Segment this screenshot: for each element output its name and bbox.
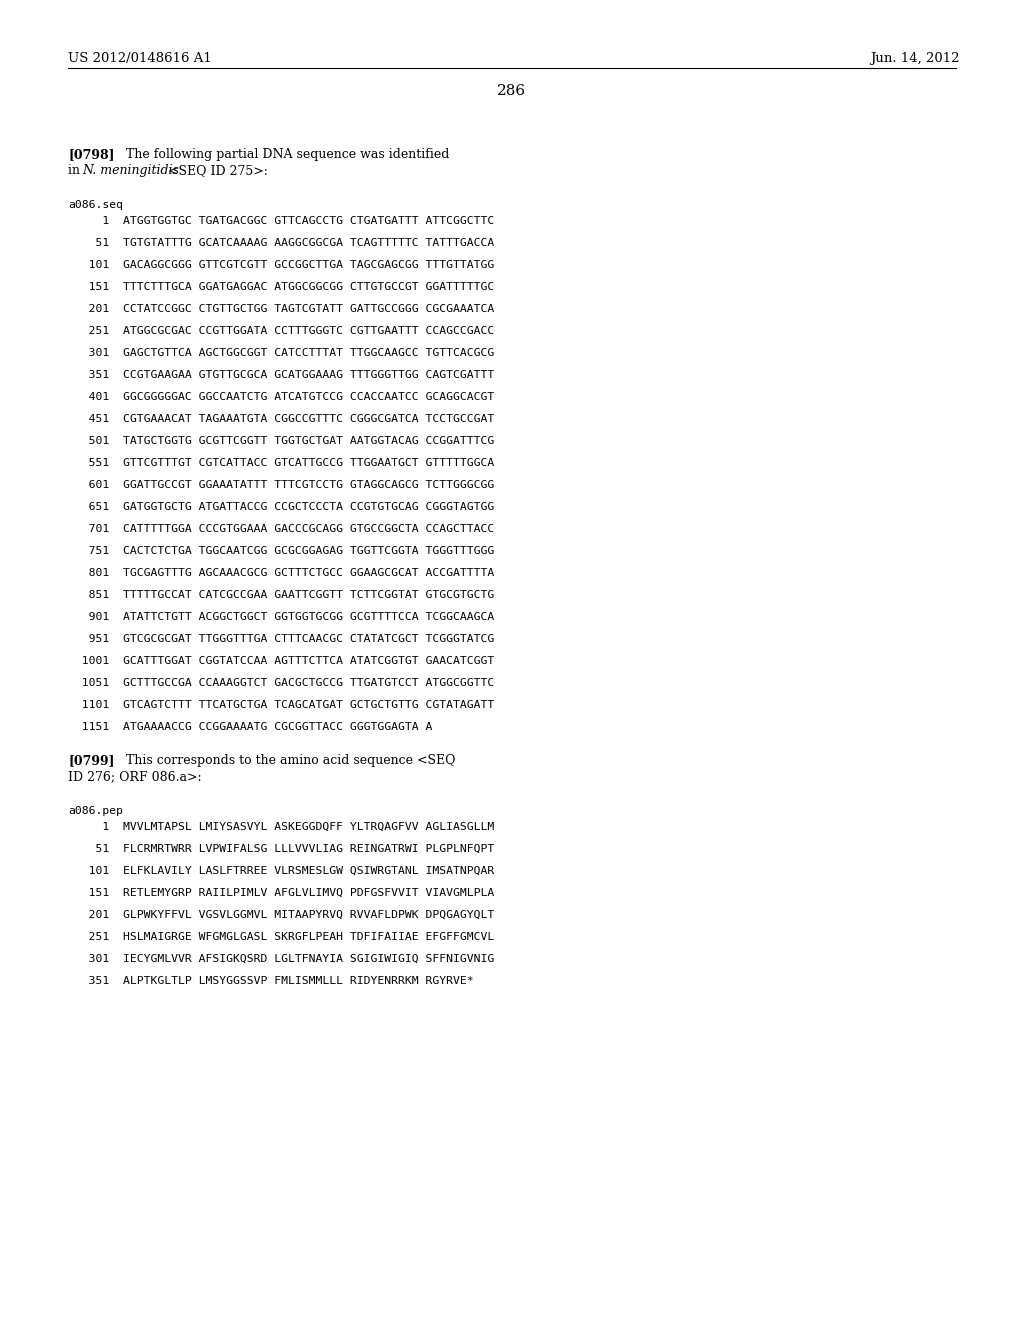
Text: 651  GATGGTGCTG ATGATTACCG CCGCTCCCTA CCGTGTGCAG CGGGTAGTGG: 651 GATGGTGCTG ATGATTACCG CCGCTCCCTA CCG…	[68, 502, 495, 512]
Text: 701  CATTTTTGGA CCCGTGGAAA GACCCGCAGG GTGCCGGCTA CCAGCTTACC: 701 CATTTTTGGA CCCGTGGAAA GACCCGCAGG GTG…	[68, 524, 495, 535]
Text: 951  GTCGCGCGAT TTGGGTTTGA CTTTCAACGC CTATATCGCT TCGGGTATCG: 951 GTCGCGCGAT TTGGGTTTGA CTTTCAACGC CTA…	[68, 634, 495, 644]
Text: 151  TTTCTTTGCA GGATGAGGAC ATGGCGGCGG CTTGTGCCGT GGATTTTTGC: 151 TTTCTTTGCA GGATGAGGAC ATGGCGGCGG CTT…	[68, 282, 495, 292]
Text: N. meningitidis: N. meningitidis	[82, 164, 179, 177]
Text: 301  IECYGMLVVR AFSIGKQSRD LGLTFNAYIA SGIGIWIGIQ SFFNIGVNIG: 301 IECYGMLVVR AFSIGKQSRD LGLTFNAYIA SGI…	[68, 954, 495, 964]
Text: 286: 286	[498, 84, 526, 98]
Text: 1101  GTCAGTCTTT TTCATGCTGA TCAGCATGAT GCTGCTGTTG CGTATAGATT: 1101 GTCAGTCTTT TTCATGCTGA TCAGCATGAT GC…	[68, 700, 495, 710]
Text: The following partial DNA sequence was identified: The following partial DNA sequence was i…	[110, 148, 450, 161]
Text: 201  CCTATCCGGC CTGTTGCTGG TAGTCGTATT GATTGCCGGG CGCGAAATCA: 201 CCTATCCGGC CTGTTGCTGG TAGTCGTATT GAT…	[68, 304, 495, 314]
Text: 451  CGTGAAACAT TAGAAATGTA CGGCCGTTTC CGGGCGATCA TCCTGCCGAT: 451 CGTGAAACAT TAGAAATGTA CGGCCGTTTC CGG…	[68, 414, 495, 424]
Text: a086.pep: a086.pep	[68, 807, 123, 816]
Text: <SEQ ID 275>:: <SEQ ID 275>:	[164, 164, 268, 177]
Text: in: in	[68, 164, 84, 177]
Text: 501  TATGCTGGTG GCGTTCGGTT TGGTGCTGAT AATGGTACAG CCGGATTTCG: 501 TATGCTGGTG GCGTTCGGTT TGGTGCTGAT AAT…	[68, 436, 495, 446]
Text: 401  GGCGGGGGAC GGCCAATCTG ATCATGTCCG CCACCAATCC GCAGGCACGT: 401 GGCGGGGGAC GGCCAATCTG ATCATGTCCG CCA…	[68, 392, 495, 403]
Text: 351  CCGTGAAGAA GTGTTGCGCA GCATGGAAAG TTTGGGTTGG CAGTCGATTT: 351 CCGTGAAGAA GTGTTGCGCA GCATGGAAAG TTT…	[68, 370, 495, 380]
Text: 151  RETLEMYGRP RAIILPIMLV AFGLVLIMVQ PDFGSFVVIT VIAVGMLPLA: 151 RETLEMYGRP RAIILPIMLV AFGLVLIMVQ PDF…	[68, 888, 495, 898]
Text: 51  FLCRMRTWRR LVPWIFALSG LLLVVVLIAG REINGATRWI PLGPLNFQPT: 51 FLCRMRTWRR LVPWIFALSG LLLVVVLIAG REIN…	[68, 843, 495, 854]
Text: 201  GLPWKYFFVL VGSVLGGMVL MITAAPYRVQ RVVAFLDPWK DPQGAGYQLT: 201 GLPWKYFFVL VGSVLGGMVL MITAAPYRVQ RVV…	[68, 909, 495, 920]
Text: US 2012/0148616 A1: US 2012/0148616 A1	[68, 51, 212, 65]
Text: 101  ELFKLAVILY LASLFTRREE VLRSMESLGW QSIWRGTANL IMSATNPQAR: 101 ELFKLAVILY LASLFTRREE VLRSMESLGW QSI…	[68, 866, 495, 876]
Text: 51  TGTGTATTTG GCATCAAAAG AAGGCGGCGA TCAGTTTTTC TATTTGACCA: 51 TGTGTATTTG GCATCAAAAG AAGGCGGCGA TCAG…	[68, 238, 495, 248]
Text: a086.seq: a086.seq	[68, 201, 123, 210]
Text: 101  GACAGGCGGG GTTCGTCGTT GCCGGCTTGA TAGCGAGCGG TTTGTTATGG: 101 GACAGGCGGG GTTCGTCGTT GCCGGCTTGA TAG…	[68, 260, 495, 271]
Text: ID 276; ORF 086.a>:: ID 276; ORF 086.a>:	[68, 770, 202, 783]
Text: 551  GTTCGTTTGT CGTCATTACC GTCATTGCCG TTGGAATGCT GTTTTTGGCA: 551 GTTCGTTTGT CGTCATTACC GTCATTGCCG TTG…	[68, 458, 495, 469]
Text: 301  GAGCTGTTCA AGCTGGCGGT CATCCTTTAT TTGGCAAGCC TGTTCACGCG: 301 GAGCTGTTCA AGCTGGCGGT CATCCTTTAT TTG…	[68, 348, 495, 358]
Text: 1001  GCATTTGGAT CGGTATCCAA AGTTTCTTCA ATATCGGTGT GAACATCGGT: 1001 GCATTTGGAT CGGTATCCAA AGTTTCTTCA AT…	[68, 656, 495, 667]
Text: 1051  GCTTTGCCGA CCAAAGGTCT GACGCTGCCG TTGATGTCCT ATGGCGGTTC: 1051 GCTTTGCCGA CCAAAGGTCT GACGCTGCCG TT…	[68, 678, 495, 688]
Text: [0798]: [0798]	[68, 148, 115, 161]
Text: [0799]: [0799]	[68, 754, 115, 767]
Text: 901  ATATTCTGTT ACGGCTGGCT GGTGGTGCGG GCGTTTTCCA TCGGCAAGCA: 901 ATATTCTGTT ACGGCTGGCT GGTGGTGCGG GCG…	[68, 612, 495, 622]
Text: Jun. 14, 2012: Jun. 14, 2012	[870, 51, 961, 65]
Text: 1  ATGGTGGTGC TGATGACGGC GTTCAGCCTG CTGATGATTT ATTCGGCTTC: 1 ATGGTGGTGC TGATGACGGC GTTCAGCCTG CTGAT…	[68, 216, 495, 226]
Text: This corresponds to the amino acid sequence <SEQ: This corresponds to the amino acid seque…	[110, 754, 456, 767]
Text: 251  HSLMAIGRGE WFGMGLGASL SKRGFLPEAH TDFIFAIIAE EFGFFGMCVL: 251 HSLMAIGRGE WFGMGLGASL SKRGFLPEAH TDF…	[68, 932, 495, 942]
Text: 1151  ATGAAAACCG CCGGAAAATG CGCGGTTACC GGGTGGAGTA A: 1151 ATGAAAACCG CCGGAAAATG CGCGGTTACC GG…	[68, 722, 432, 733]
Text: 601  GGATTGCCGT GGAAATATTT TTTCGTCCTG GTAGGCAGCG TCTTGGGCGG: 601 GGATTGCCGT GGAAATATTT TTTCGTCCTG GTA…	[68, 480, 495, 490]
Text: 751  CACTCTCTGA TGGCAATCGG GCGCGGAGAG TGGTTCGGTA TGGGTTTGGG: 751 CACTCTCTGA TGGCAATCGG GCGCGGAGAG TGG…	[68, 546, 495, 556]
Text: 851  TTTTTGCCAT CATCGCCGAA GAATTCGGTT TCTTCGGTAT GTGCGTGCTG: 851 TTTTTGCCAT CATCGCCGAA GAATTCGGTT TCT…	[68, 590, 495, 601]
Text: 1  MVVLMTAPSL LMIYSASVYL ASKEGGDQFF YLTRQAGFVV AGLIASGLLM: 1 MVVLMTAPSL LMIYSASVYL ASKEGGDQFF YLTRQ…	[68, 822, 495, 832]
Text: 801  TGCGAGTTTG AGCAAACGCG GCTTTCTGCC GGAAGCGCAT ACCGATTTTA: 801 TGCGAGTTTG AGCAAACGCG GCTTTCTGCC GGA…	[68, 568, 495, 578]
Text: 251  ATGGCGCGAC CCGTTGGATA CCTTTGGGTC CGTTGAATTT CCAGCCGACC: 251 ATGGCGCGAC CCGTTGGATA CCTTTGGGTC CGT…	[68, 326, 495, 337]
Text: 351  ALPTKGLTLP LMSYGGSSVP FMLISMMLLL RIDYENRRKM RGYRVE*: 351 ALPTKGLTLP LMSYGGSSVP FMLISMMLLL RID…	[68, 975, 474, 986]
